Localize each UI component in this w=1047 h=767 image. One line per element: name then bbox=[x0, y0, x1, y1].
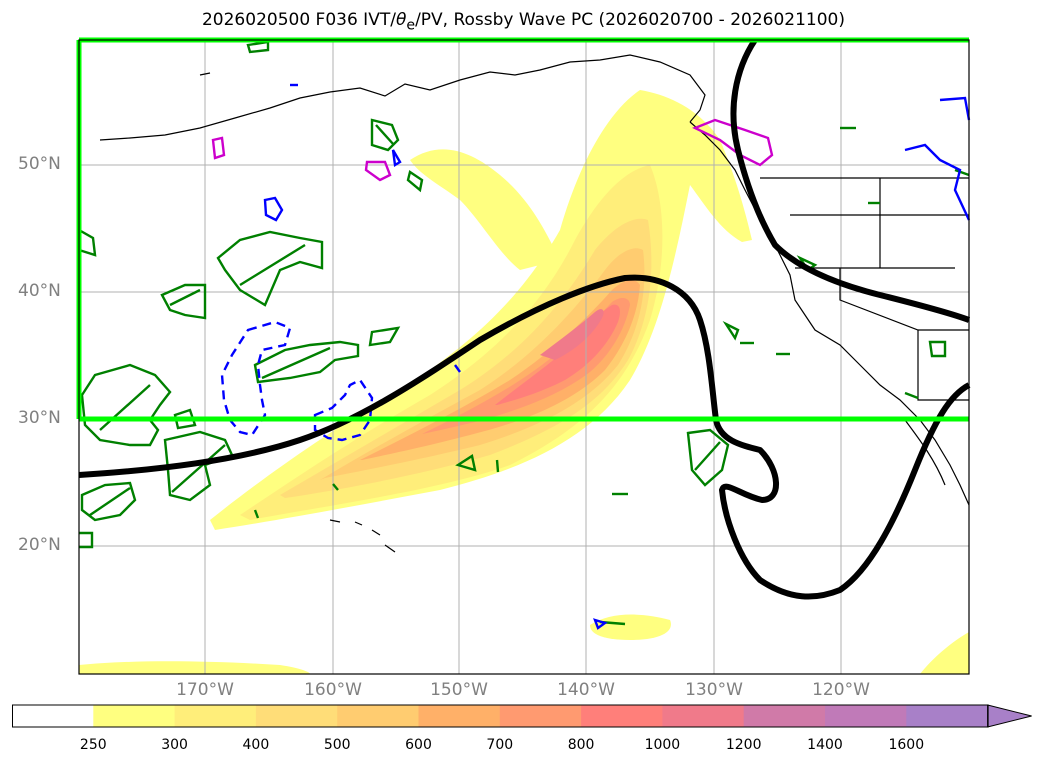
colorbar-extend-arrow bbox=[987, 704, 1032, 728]
lon-tick-label: 160°W bbox=[304, 680, 362, 700]
blue-4 bbox=[593, 618, 608, 630]
colorbar bbox=[12, 704, 1032, 728]
colorbar-segment bbox=[93, 705, 176, 727]
magenta-1 bbox=[211, 136, 226, 160]
chart-title: 2026020500 F036 IVT/θe/PV, Rossby Wave P… bbox=[201, 10, 846, 34]
gulf-california bbox=[904, 419, 946, 486]
blue-1 bbox=[263, 196, 284, 222]
blue-5 bbox=[904, 143, 971, 221]
colorbar-segment bbox=[337, 705, 419, 727]
lat-tick-label: 20°N bbox=[18, 535, 61, 555]
green-18 bbox=[722, 320, 740, 341]
colorbar-tick-label: 1000 bbox=[644, 737, 681, 753]
blue-7 bbox=[454, 364, 461, 373]
lon-tick-label: 150°W bbox=[430, 680, 488, 700]
green-5 bbox=[160, 283, 207, 320]
magenta-3 bbox=[692, 118, 774, 167]
colorbar-segment bbox=[418, 705, 501, 727]
lon-tick-label: 120°W bbox=[812, 680, 870, 700]
green-2 bbox=[370, 118, 400, 152]
theta-e-contours bbox=[78, 40, 970, 626]
colorbar-segment bbox=[255, 705, 338, 727]
blue-dashed-1 bbox=[220, 320, 292, 437]
green-22 bbox=[928, 340, 947, 358]
magenta-2 bbox=[364, 160, 392, 182]
lat-tick-label: 30°N bbox=[18, 408, 61, 428]
green-8 bbox=[173, 408, 197, 430]
colorbar-tick-label: 700 bbox=[486, 737, 514, 753]
ivt-sw-corner bbox=[79, 661, 310, 674]
colorbar-segment bbox=[499, 705, 582, 727]
colorbar-segment bbox=[825, 705, 907, 727]
lon-tick-label: 170°W bbox=[176, 680, 234, 700]
colorbar-tick-label: 500 bbox=[323, 737, 351, 753]
lon-tick-label: 130°W bbox=[685, 680, 743, 700]
theta-symbol: θ bbox=[395, 10, 407, 30]
lon-tick-label: 140°W bbox=[557, 680, 615, 700]
green-25 bbox=[332, 483, 339, 491]
pv-north bbox=[730, 38, 971, 323]
theta-subscript: e bbox=[406, 17, 416, 34]
ivt-shading bbox=[79, 90, 969, 674]
colorbar-segment bbox=[662, 705, 745, 727]
ivt-south-patch bbox=[590, 614, 671, 640]
green-24 bbox=[253, 509, 260, 519]
green-1 bbox=[246, 40, 270, 54]
colorbar-tick-label: 600 bbox=[405, 737, 432, 753]
green-3 bbox=[406, 170, 424, 193]
green-28 bbox=[954, 168, 970, 177]
green-4 bbox=[216, 230, 324, 307]
pv-contours bbox=[78, 38, 971, 600]
ivt-300 bbox=[240, 165, 663, 520]
green-16 bbox=[686, 428, 730, 487]
colorbar-tick-label: 1400 bbox=[807, 737, 843, 753]
green-23 bbox=[904, 391, 919, 400]
green-10 bbox=[80, 481, 137, 522]
map-frame bbox=[78, 39, 970, 675]
hawaii bbox=[329, 519, 396, 553]
colorbar-segment bbox=[743, 705, 826, 727]
ivt-250-branch bbox=[410, 149, 560, 270]
lat-tick-label: 50°N bbox=[18, 154, 61, 174]
colorbar-segment bbox=[174, 705, 257, 727]
green-14 bbox=[455, 454, 477, 472]
green-13 bbox=[368, 326, 401, 347]
aleutians-island bbox=[199, 72, 211, 76]
colorbar-segment bbox=[12, 705, 94, 727]
colorbar-tick-label: 300 bbox=[161, 737, 188, 753]
colorbar-tick-label: 400 bbox=[242, 737, 270, 753]
colorbar-tick-label: 250 bbox=[79, 737, 107, 753]
colorbar-frame bbox=[12, 704, 989, 728]
lat-tick-label: 40°N bbox=[18, 281, 61, 301]
pv-main bbox=[78, 274, 971, 600]
green-12 bbox=[253, 340, 360, 384]
colorbar-tick-label: 800 bbox=[567, 737, 595, 753]
blue-2 bbox=[391, 149, 402, 167]
green-7 bbox=[80, 363, 172, 447]
green-15 bbox=[495, 459, 500, 473]
colorbar-segment bbox=[581, 705, 663, 727]
ivt-1000 bbox=[540, 309, 604, 360]
colorbar-segment bbox=[906, 705, 989, 727]
ivt-se-corner bbox=[920, 632, 969, 674]
green-9 bbox=[163, 430, 234, 502]
colorbar-tick-label: 1200 bbox=[725, 737, 762, 753]
green-11 bbox=[79, 531, 94, 549]
colorbar-tick-label: 1600 bbox=[888, 737, 925, 753]
blue-6 bbox=[939, 96, 971, 121]
alaska-coast bbox=[99, 54, 706, 141]
green-6 bbox=[78, 228, 97, 257]
magenta-contours bbox=[211, 118, 774, 182]
